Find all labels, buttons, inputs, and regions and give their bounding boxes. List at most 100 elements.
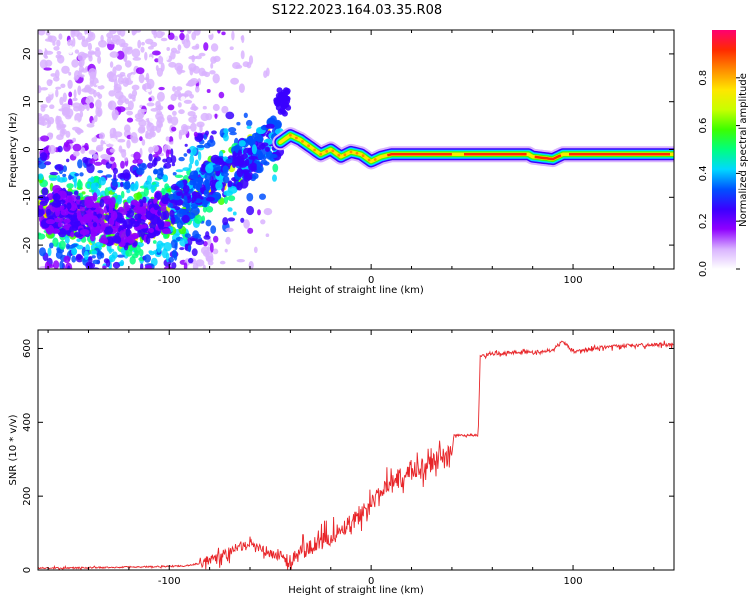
spectrogram-cell xyxy=(184,90,193,97)
spectrogram-cell xyxy=(146,232,157,239)
spectrogram-cell xyxy=(49,177,58,181)
spectrogram-cell xyxy=(64,235,70,244)
spectrogram-cell xyxy=(44,59,53,67)
spectrogram-cell xyxy=(122,77,130,87)
spectrogram-cell xyxy=(265,67,270,77)
colorbar-tick-label: 0.0 xyxy=(698,261,709,277)
spectrogram-cell xyxy=(84,198,95,209)
spectrogram-cell xyxy=(137,126,146,134)
spectrogram-cell xyxy=(144,51,148,61)
spectrogram-cell xyxy=(152,145,159,153)
spectrogram-cell xyxy=(73,190,79,196)
spectrogram-cell xyxy=(79,172,84,177)
spectrogram-cell xyxy=(125,227,131,238)
spectrogram-cell xyxy=(45,219,56,225)
spectrogram-cell xyxy=(92,153,99,160)
spectrogram-cell xyxy=(210,62,214,69)
spectrogram-cell xyxy=(152,240,157,244)
spectrogram-cell xyxy=(187,244,192,253)
spectrogram-cell xyxy=(97,93,103,100)
snr-panel: -100 0 100 0 200 400 600 Height of straight l… xyxy=(8,329,675,596)
spectrogram-cell xyxy=(91,250,98,255)
spectrogram-cell xyxy=(91,255,96,259)
spectrogram-cell xyxy=(180,96,186,102)
spectrogram-cell xyxy=(100,34,104,42)
spectrogram-cell xyxy=(77,179,82,189)
spectrogram-cell xyxy=(68,174,72,181)
spectrogram-cell xyxy=(47,264,55,268)
spectrogram-peak xyxy=(367,158,371,162)
spectrogram-cell xyxy=(178,131,183,140)
x-tick-label: -100 xyxy=(158,576,181,587)
spectrogram-cell xyxy=(150,108,159,112)
spectrogram-cell xyxy=(72,137,76,143)
spectrogram-cell xyxy=(59,96,64,106)
spectrogram-cell xyxy=(38,173,44,180)
spectrogram-cell xyxy=(80,147,86,154)
spectrogram-cell xyxy=(237,149,243,160)
spectrogram-cell xyxy=(108,206,114,214)
spectrogram-cell xyxy=(112,261,121,269)
y-tick-label: 200 xyxy=(22,487,33,506)
spectrogram-cell xyxy=(163,162,172,169)
y-tick-label: -10 xyxy=(22,189,33,205)
spectrogram-cell xyxy=(75,253,83,260)
spectrogram-cell xyxy=(117,99,124,106)
spectrogram-cell xyxy=(253,246,258,253)
spectrogram-cell xyxy=(70,231,75,238)
spectrogram-cell xyxy=(60,209,69,216)
spectrogram-cell xyxy=(90,176,95,183)
spectrogram-cell xyxy=(222,165,229,174)
spectrogram-cell xyxy=(236,167,244,178)
spectrogram-cell xyxy=(42,114,50,121)
spectrogram-cell xyxy=(114,90,124,100)
spectrogram-cell xyxy=(162,174,168,183)
spectrogram-cell xyxy=(217,30,221,34)
spectrogram-cell xyxy=(198,67,206,77)
spectrogram-cell xyxy=(173,35,179,41)
colorbar-gradient xyxy=(712,30,736,269)
spectrogram-cell xyxy=(170,155,177,164)
spectrogram-cell xyxy=(193,30,201,36)
spectrogram-cell xyxy=(230,77,240,85)
spectrogram-cell xyxy=(223,133,229,142)
spectrogram-cell xyxy=(145,72,150,83)
spectrogram-cell xyxy=(241,153,248,160)
spectrogram-cell xyxy=(103,226,114,235)
spectrogram-cell xyxy=(275,100,282,107)
spectrogram-cell xyxy=(72,102,81,109)
spectrogram-cell xyxy=(92,222,98,228)
spectrogram-cell xyxy=(65,195,75,204)
spectrogram-cell xyxy=(71,255,77,263)
spectrogram-cell xyxy=(127,100,134,111)
spectrogram-cell xyxy=(63,218,71,224)
spectrogram-cell xyxy=(144,264,153,269)
spectrogram-cell xyxy=(214,113,218,119)
spectrogram-cell xyxy=(67,79,73,89)
spectrogram-cell xyxy=(63,255,71,264)
spectrogram-cell xyxy=(151,159,157,168)
spectrogram-cell xyxy=(183,38,191,49)
spectrogram-cell xyxy=(40,87,48,91)
spectrogram-cell xyxy=(115,38,120,46)
spectrogram-cell xyxy=(240,217,245,223)
spectrogram-cell xyxy=(223,190,233,196)
spectrogram-cell xyxy=(52,193,61,202)
spectrogram-cell xyxy=(259,193,266,200)
spectrogram-cell xyxy=(112,167,118,175)
colorbar-label: Normalized spectral amplitude xyxy=(738,73,749,227)
spectrogram-cell xyxy=(38,85,42,94)
spectrogram-cell xyxy=(236,181,243,191)
spectrogram-cell xyxy=(125,205,130,211)
spectrogram-cell xyxy=(66,202,72,210)
spectrogram-cell xyxy=(48,35,57,43)
spectrogram-cell xyxy=(228,127,237,133)
snr-y-label: SNR (10 * v/v) xyxy=(8,414,19,485)
spectrogram-cell xyxy=(53,260,60,269)
spectrogram-cell xyxy=(55,86,62,90)
spectrogram-cell xyxy=(223,195,229,205)
spectrogram-cell xyxy=(189,154,194,165)
spectrogram-cell xyxy=(146,122,155,132)
spectrogram-cell xyxy=(147,46,154,50)
spectrogram-cell xyxy=(73,212,78,221)
